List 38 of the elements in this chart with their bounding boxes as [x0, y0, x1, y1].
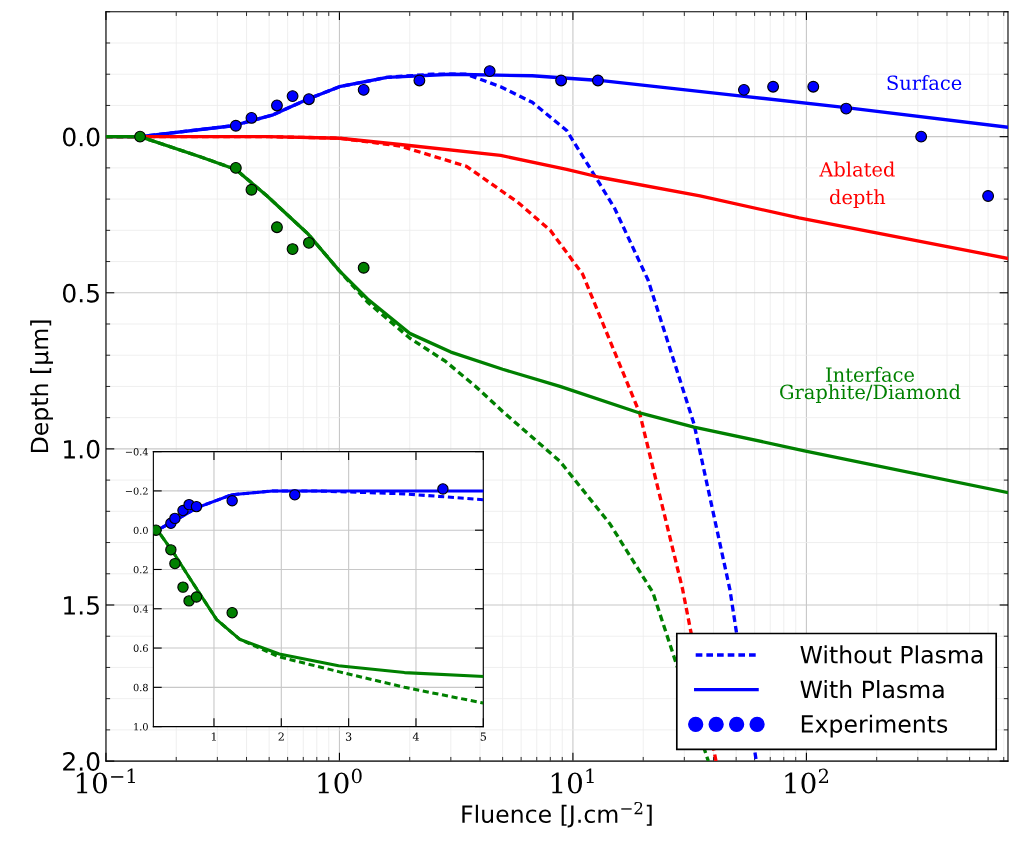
x-tick-label: 3 [345, 732, 352, 741]
point [169, 557, 181, 570]
x-tick-label: 5 [480, 732, 486, 741]
annotation: Surface [887, 75, 962, 91]
y-tick-label: 0.4 [133, 605, 149, 613]
x-tick-label: 4 [412, 732, 419, 741]
point [177, 581, 189, 593]
annotation: Interface Graphite/Diamond [780, 366, 961, 404]
y-tick-label: 0.0 [133, 526, 148, 535]
x-tick-label: 10$^{0}$ [318, 768, 362, 794]
legend-label: Without Plasma [800, 645, 983, 664]
annotation: Ablated depth [819, 161, 895, 209]
point [169, 512, 181, 525]
y-tick-label: 0.5 [62, 283, 99, 303]
x-tick-label: 10$^{1}$ [551, 768, 594, 794]
point [289, 489, 301, 501]
x-axis-title: Fluence [J.cm$^{−2}$] [462, 801, 652, 828]
y-tick-label: 0.2 [133, 565, 148, 574]
y-tick-label: 0.6 [133, 644, 148, 652]
y-tick-label: 1.5 [64, 596, 99, 615]
y-tick-label: 1.0 [64, 439, 100, 459]
point [226, 606, 238, 619]
legend-label: With Plasma [800, 679, 944, 699]
point [437, 483, 449, 495]
point [165, 544, 177, 556]
y-tick-label: 0.0 [62, 127, 100, 147]
y-tick-label: 1.0 [134, 723, 148, 731]
point [226, 495, 238, 507]
legend-label: Experiments [801, 714, 948, 738]
point [190, 500, 203, 513]
y-tick-label: −0.4 [125, 448, 149, 456]
x-tick-label: 10$^{2}$ [785, 768, 829, 794]
x-tick-label: 1 [211, 732, 216, 741]
y-axis-title: Depth [µm] [30, 320, 53, 453]
y-tick-label: 0.8 [133, 683, 148, 692]
y-tick-label: −0.2 [125, 487, 148, 495]
point [190, 591, 203, 603]
x-tick-label: 2 [278, 732, 284, 741]
